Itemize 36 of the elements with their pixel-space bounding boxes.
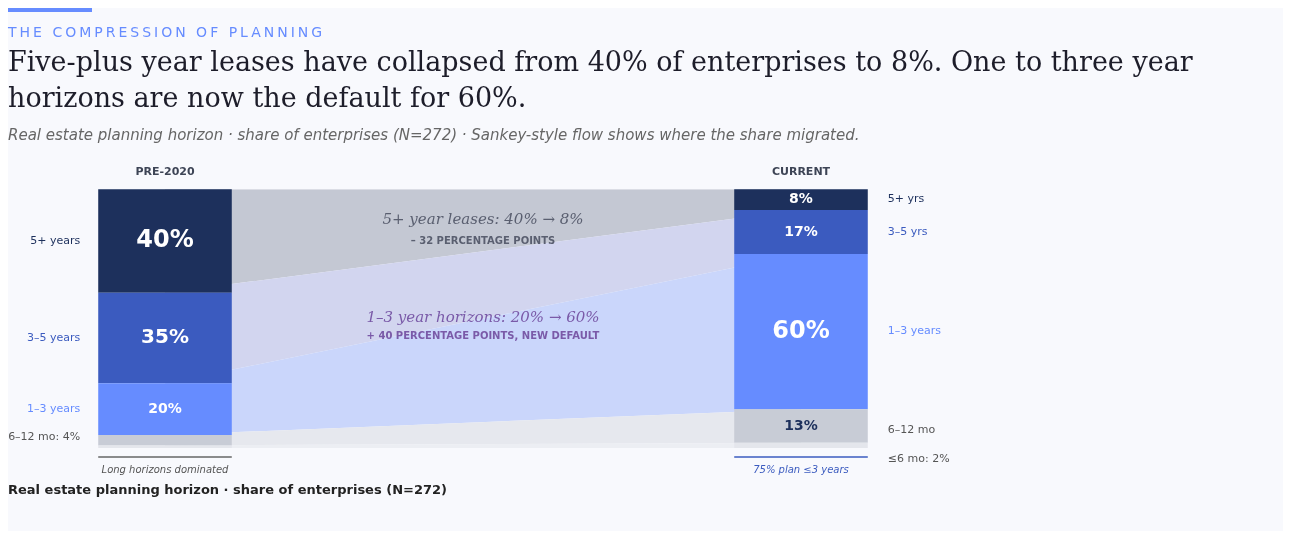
data-label: 8% [789, 190, 813, 207]
bar [98, 435, 232, 446]
bar [734, 209, 868, 254]
data-label: 60% [772, 315, 830, 344]
text: Five-plus year leases have collapsed from 40% of enterprises to 8%. One to three year horizons are now the default for 60%. [8, 45, 1194, 115]
annotation: 6–12 mo: 4% [8, 430, 81, 444]
annotation: 6–12 mo [887, 422, 936, 436]
text: ≤6 mo: 2% [887, 452, 950, 466]
bar [98, 189, 232, 293]
data-label: 40% [136, 225, 194, 254]
data-label: 35% [141, 324, 189, 349]
bar [98, 292, 232, 384]
data-label: 17% [784, 222, 818, 239]
annotation: 5+ years [30, 233, 81, 247]
bar [734, 253, 868, 410]
data-label: 13% [784, 416, 818, 433]
annotation: 3–5 years [26, 330, 81, 344]
annotation: 1–3 years [26, 402, 81, 416]
bar [734, 189, 868, 210]
bar [98, 383, 232, 436]
x-tick-label: CURRENT [771, 165, 831, 179]
annotation: 5+ year leases: 40% → 8% [382, 210, 584, 229]
data-label: 20% [148, 399, 182, 416]
annotation: 5+ yrs [887, 192, 925, 206]
text: Real estate planning horizon · share of enterprises (N=272) · Sankey-style flow shows where the share migrated. [8, 126, 861, 144]
text: Long horizons dominated [101, 463, 230, 475]
annotation: 1–3 years [887, 324, 942, 338]
annotation: – 32 PERCENTAGE POINTS [410, 234, 556, 246]
annotation: THE COMPRESSION OF PLANNING [8, 23, 327, 40]
annotation: 1–3 year horizons: 20% → 60% [366, 308, 600, 327]
text: 75% plan ≤3 years [753, 463, 849, 475]
annotation: 3–5 yrs [887, 224, 928, 238]
annotation: + 40 PERCENTAGE POINTS, NEW DEFAULT [366, 330, 600, 342]
x-tick-label: PRE-2020 [135, 165, 195, 179]
bar [734, 409, 868, 443]
text: Real estate planning horizon · share of enterprises (N=272) [8, 482, 448, 497]
